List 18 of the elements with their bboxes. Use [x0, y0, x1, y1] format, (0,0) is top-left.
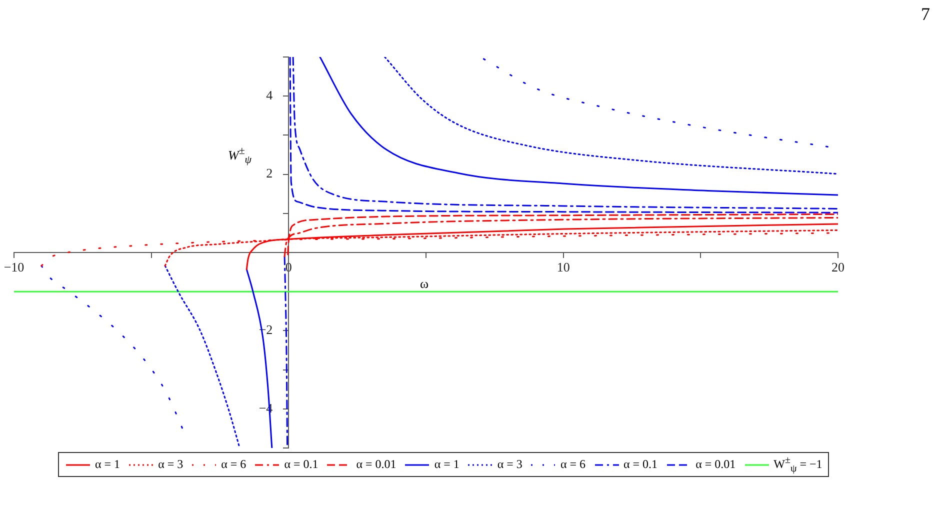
legend-label: α = 0.01 [696, 457, 736, 472]
legend-label: α = 0.1 [624, 457, 658, 472]
y-tick-label: 2 [266, 166, 273, 181]
y-tick-label: 4 [266, 88, 274, 103]
x-tick-label: 20 [832, 260, 844, 275]
legend-label: α = 0.01 [356, 457, 396, 472]
legend-label: α = 0.1 [284, 457, 318, 472]
legend-label: α = 3 [158, 457, 184, 472]
x-axis-title: ω [420, 276, 429, 292]
legend-label: α = 6 [221, 457, 246, 472]
legend-label: α = 6 [560, 457, 586, 472]
legend-label: α = 3 [497, 457, 522, 472]
x-tick-label: −10 [4, 260, 24, 275]
legend-label: α = 1 [434, 457, 460, 472]
text: 7 [921, 4, 930, 25]
x-tick-label: 10 [556, 260, 570, 275]
legend-label: W$^{±}$$_{ψ}$ = −1 [774, 455, 822, 474]
legend-label: α = 1 [95, 457, 120, 472]
